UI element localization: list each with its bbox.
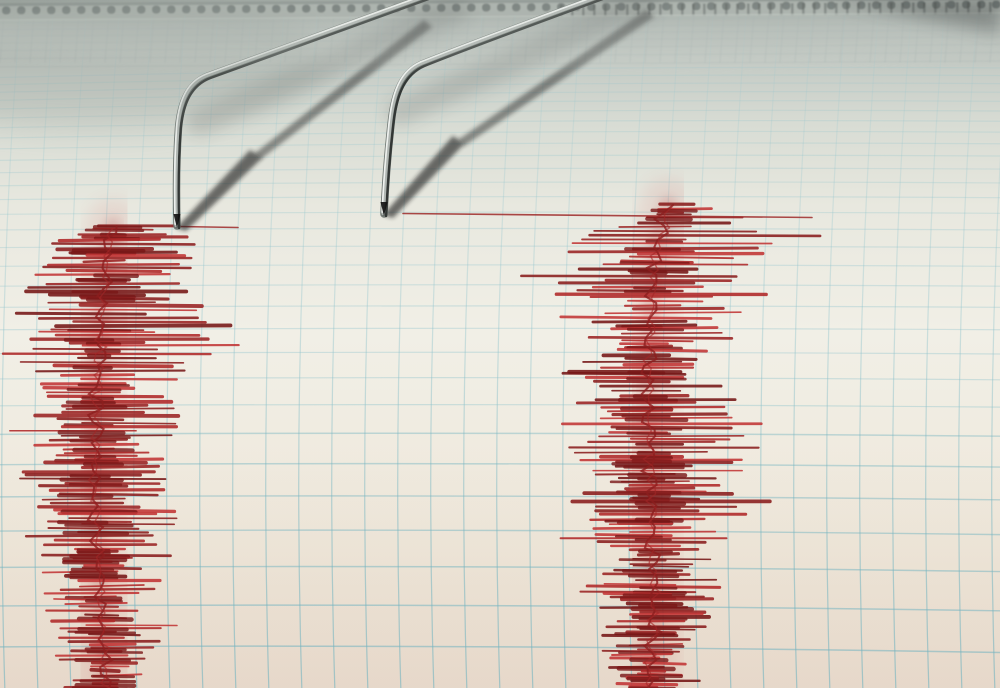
right-trace (520, 202, 822, 688)
left-trace (1, 224, 240, 688)
seismic-traces (1, 202, 822, 688)
focus-haze-overlay (0, 0, 1000, 130)
right-pen-baseline (402, 212, 813, 219)
left-pen-tip (173, 214, 181, 228)
right-pen-tip (380, 202, 388, 216)
